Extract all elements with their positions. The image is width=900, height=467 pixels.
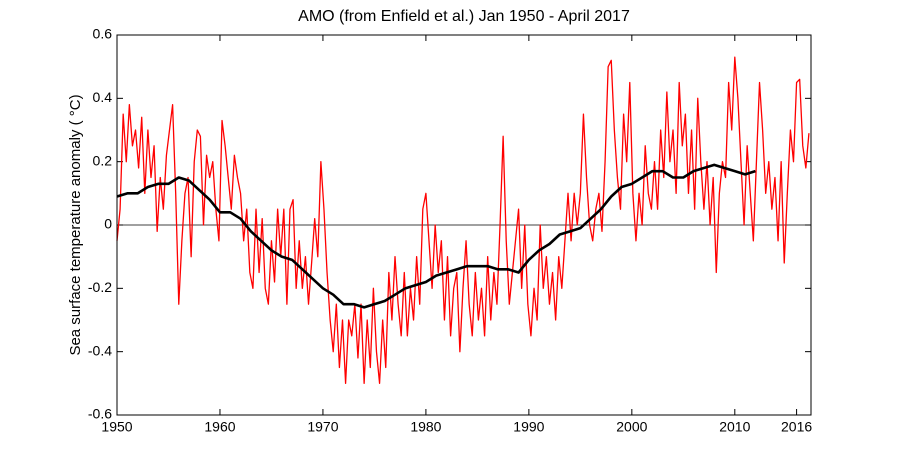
y-tick-label: -0.2 (88, 279, 112, 295)
x-tick-label: 1970 (307, 419, 338, 435)
x-tick-label: 1950 (101, 419, 132, 435)
y-axis-label: Sea surface temperature anomaly ( °C) (67, 94, 84, 355)
y-tick-label: 0.6 (93, 26, 113, 42)
series-line (116, 56, 810, 384)
x-tick-label: 2016 (781, 419, 812, 435)
x-tick-label: 2000 (616, 419, 647, 435)
x-tick-label: 1960 (204, 419, 235, 435)
y-tick-label: -0.4 (88, 342, 112, 358)
y-tick-label: 0.4 (93, 89, 113, 105)
x-tick-label: 2010 (719, 419, 750, 435)
plot-frame (116, 34, 812, 416)
x-tick-label: 1990 (513, 419, 544, 435)
chart-title: AMO (from Enfield et al.) Jan 1950 - Apr… (298, 8, 630, 25)
x-tick-label: 1980 (410, 419, 441, 435)
series-line (116, 163, 756, 309)
y-tick-label: -0.6 (88, 406, 112, 422)
y-tick-label: 0.2 (93, 152, 113, 168)
y-tick-label: 0 (104, 216, 112, 232)
